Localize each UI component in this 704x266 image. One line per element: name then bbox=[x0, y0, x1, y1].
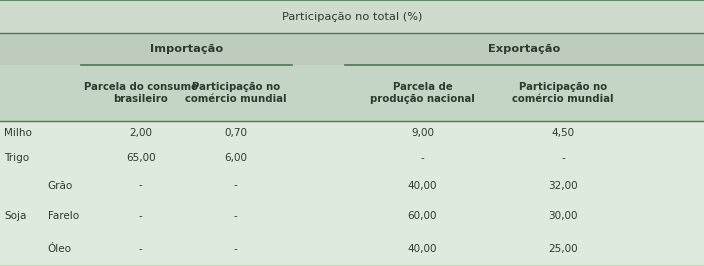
Text: -: - bbox=[420, 153, 425, 163]
Text: 65,00: 65,00 bbox=[126, 153, 156, 163]
Text: 40,00: 40,00 bbox=[408, 181, 437, 190]
Bar bbox=[0, 33, 704, 65]
Text: 30,00: 30,00 bbox=[548, 211, 578, 221]
Text: -: - bbox=[561, 153, 565, 163]
Text: -: - bbox=[139, 181, 143, 190]
Bar bbox=[0, 65, 704, 121]
Text: Participação no
comércio mundial: Participação no comércio mundial bbox=[513, 82, 614, 104]
Text: Parcela do consumo
brasileiro: Parcela do consumo brasileiro bbox=[84, 82, 198, 104]
Text: 6,00: 6,00 bbox=[225, 153, 247, 163]
Text: Trigo: Trigo bbox=[4, 153, 30, 163]
Text: Óleo: Óleo bbox=[48, 244, 72, 254]
Text: 9,00: 9,00 bbox=[411, 128, 434, 138]
Text: 0,70: 0,70 bbox=[225, 128, 247, 138]
Bar bbox=[0, 121, 704, 266]
Text: -: - bbox=[139, 211, 143, 221]
Text: -: - bbox=[234, 181, 238, 190]
Bar bbox=[0, 0, 704, 33]
Text: -: - bbox=[234, 244, 238, 254]
Text: Parcela de
produção nacional: Parcela de produção nacional bbox=[370, 82, 474, 104]
Text: 40,00: 40,00 bbox=[408, 244, 437, 254]
Text: Importação: Importação bbox=[150, 44, 223, 54]
Text: Participação no
comércio mundial: Participação no comércio mundial bbox=[185, 82, 287, 104]
Text: Farelo: Farelo bbox=[48, 211, 79, 221]
Text: Grão: Grão bbox=[48, 181, 73, 190]
Text: 4,50: 4,50 bbox=[552, 128, 574, 138]
Text: 25,00: 25,00 bbox=[548, 244, 578, 254]
Text: Exportação: Exportação bbox=[489, 44, 560, 54]
Text: -: - bbox=[234, 211, 238, 221]
Text: Participação no total (%): Participação no total (%) bbox=[282, 12, 422, 22]
Text: 2,00: 2,00 bbox=[130, 128, 152, 138]
Text: Soja: Soja bbox=[4, 211, 27, 221]
Text: 60,00: 60,00 bbox=[408, 211, 437, 221]
Text: -: - bbox=[139, 244, 143, 254]
Text: Milho: Milho bbox=[4, 128, 32, 138]
Text: 32,00: 32,00 bbox=[548, 181, 578, 190]
